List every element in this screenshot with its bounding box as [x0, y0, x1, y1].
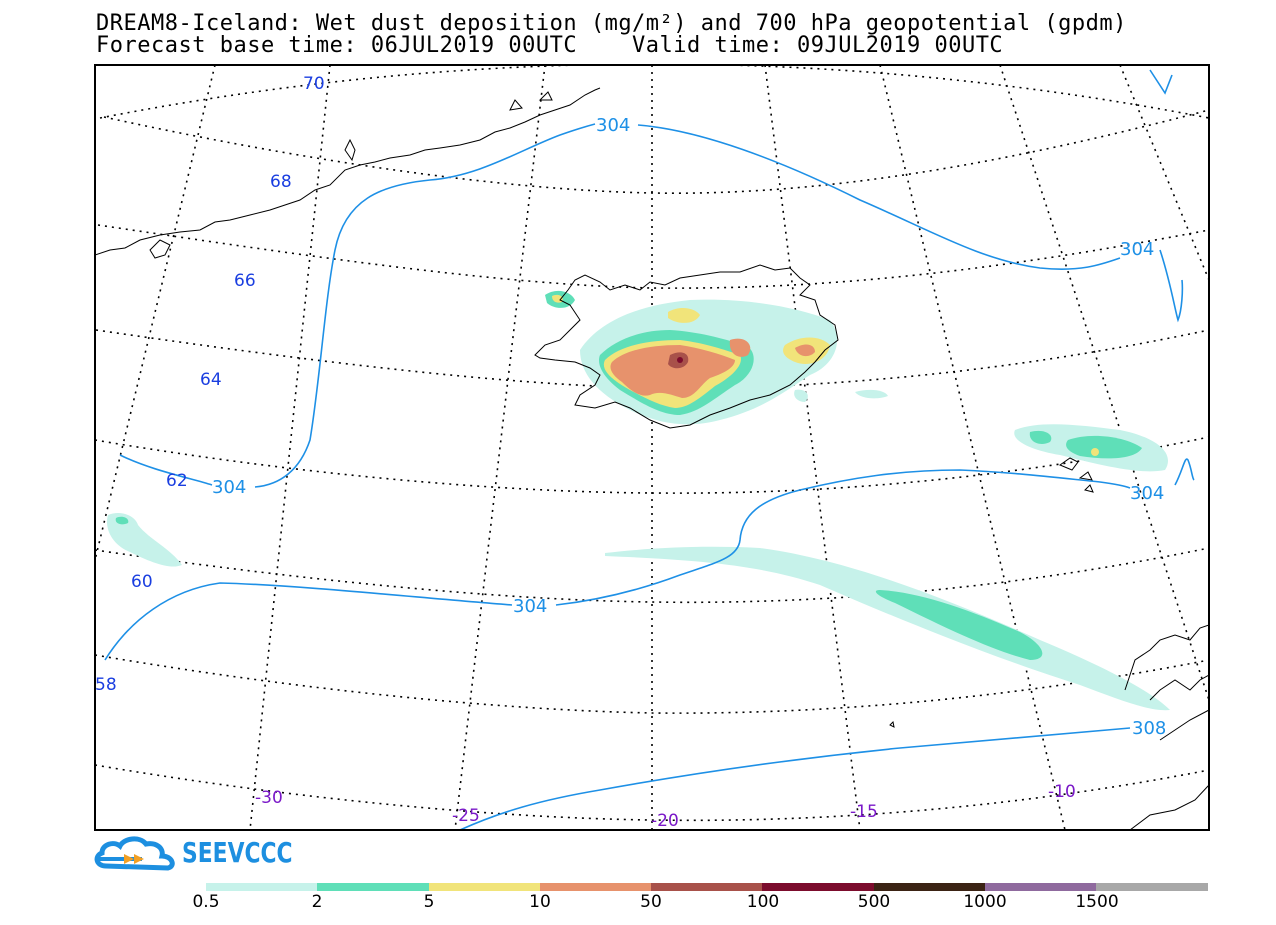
legend-colorbar	[206, 883, 1208, 891]
contour-label-304: 304	[1120, 239, 1154, 260]
legend-tick: 2	[311, 892, 323, 912]
legend-swatch	[206, 883, 318, 891]
lon-label-10: -10	[1048, 782, 1076, 802]
lat-label-68: 68	[270, 172, 292, 192]
contour-labels: 304 304 304 304 304 308	[212, 115, 1166, 739]
map-frame	[94, 64, 1210, 831]
contour-label-304: 304	[1130, 483, 1164, 504]
legend-tick: 10	[529, 892, 551, 912]
lat-label-70: 70	[303, 74, 325, 94]
logo-text: SEEVCCC	[182, 836, 293, 869]
legend-swatch	[985, 883, 1097, 891]
lon-label-15: -15	[850, 802, 878, 822]
parallel-lines	[95, 65, 1209, 822]
longitude-labels: -30 -25 -20 -15 -10	[255, 782, 1076, 831]
lat-label-62: 62	[166, 471, 188, 491]
coastlines	[95, 87, 1209, 830]
legend-tick: 500	[857, 892, 891, 912]
legend-swatch	[539, 883, 652, 891]
contour-label-304: 304	[212, 477, 246, 498]
dust-deposition-shading	[106, 290, 1170, 711]
legend-tick: 100	[746, 892, 780, 912]
latitude-labels: 70 68 66 64 62 60 58	[95, 74, 325, 695]
contour-label-304: 304	[596, 115, 630, 136]
contour-label-308: 308	[1132, 718, 1166, 739]
seevccc-logo: SEEVCCC	[94, 834, 304, 874]
chart-subtitle: Forecast base time: 06JUL2019 00UTC Vali…	[96, 33, 1004, 58]
lon-label-25: -25	[452, 806, 480, 826]
lat-label-58: 58	[95, 675, 117, 695]
legend-swatch	[873, 883, 986, 891]
lon-label-30: -30	[255, 788, 283, 808]
geopotential-contours	[104, 69, 1195, 830]
lon-label-20: -20	[651, 811, 679, 831]
legend-swatch	[762, 883, 874, 891]
lat-label-64: 64	[200, 370, 222, 390]
lat-label-60: 60	[131, 572, 153, 592]
legend-tick: 1000	[963, 892, 1007, 912]
legend-tick: 50	[640, 892, 662, 912]
legend-swatch	[317, 883, 429, 891]
lat-label-66: 66	[234, 271, 256, 291]
legend-tick: 1500	[1075, 892, 1119, 912]
legend-swatch	[1096, 883, 1208, 891]
chart-title: DREAM8-Iceland: Wet dust deposition (mg/…	[96, 11, 1127, 36]
cloud-icon	[94, 836, 175, 871]
contour-label-304: 304	[513, 596, 547, 617]
legend-tick: 0.5	[192, 892, 220, 912]
legend-swatch	[651, 883, 763, 891]
legend-tick: 5	[423, 892, 435, 912]
legend-swatch	[428, 883, 540, 891]
